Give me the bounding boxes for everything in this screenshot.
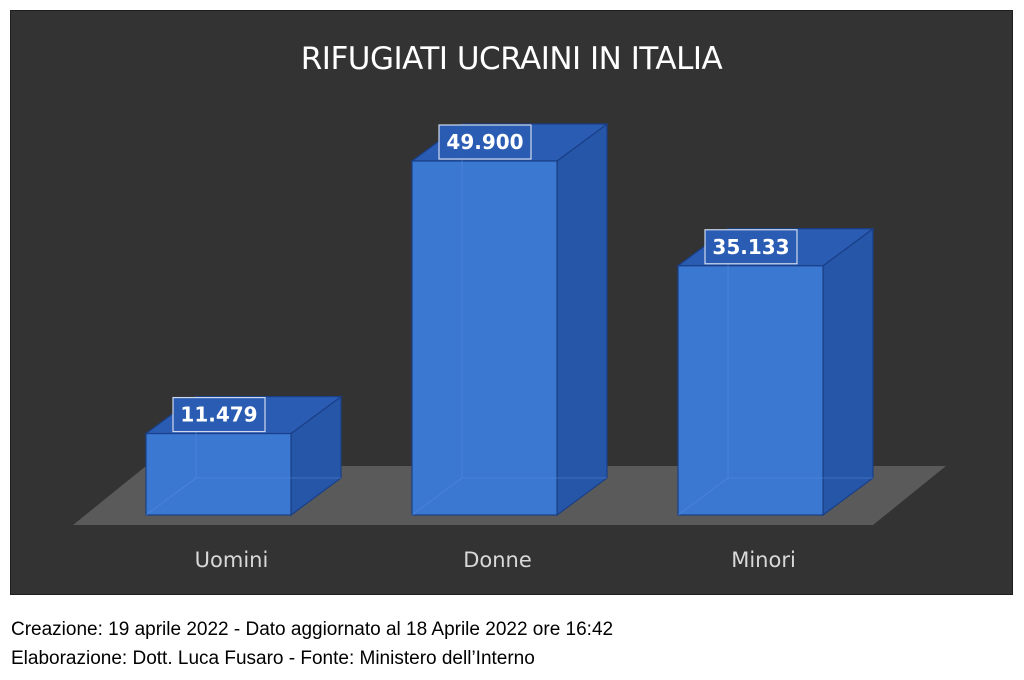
data-label-minori: 35.133 <box>712 235 789 259</box>
bar-minori-side <box>822 227 874 517</box>
bar-donne-edge-bottom <box>411 477 463 516</box>
category-label-minori: Minori <box>731 548 796 572</box>
bar-donne <box>411 160 558 516</box>
footer-creation-line: Creazione: 19 aprile 2022 - Dato aggiorn… <box>11 619 614 640</box>
bar-uomini-edge-bottom <box>145 477 197 516</box>
bar-minori-edge-bottom <box>677 477 729 516</box>
chart-panel: RIFUGIATI UCRAINI IN ITALIA 11.479 Uomini… <box>10 10 1013 595</box>
chart-plot: 11.479 Uomini 49.900 Donne 35.133 Minori <box>73 122 946 572</box>
data-label-box-minori <box>704 229 798 265</box>
data-label-donne: 49.900 <box>446 130 523 154</box>
data-label-box-uomini <box>172 396 266 433</box>
data-label-box-donne <box>438 124 532 160</box>
footer-source-line: Elaborazione: Dott. Luca Fusaro - Fonte:… <box>11 648 535 669</box>
bar-minori <box>677 265 824 516</box>
category-label-donne: Donne <box>463 548 532 572</box>
data-label-uomini: 11.479 <box>180 403 257 427</box>
bar-uomini <box>145 432 292 516</box>
chart-title: RIFUGIATI UCRAINI IN ITALIA <box>300 41 723 77</box>
bar-donne-side <box>556 122 608 517</box>
category-label-uomini: Uomini <box>195 548 269 572</box>
